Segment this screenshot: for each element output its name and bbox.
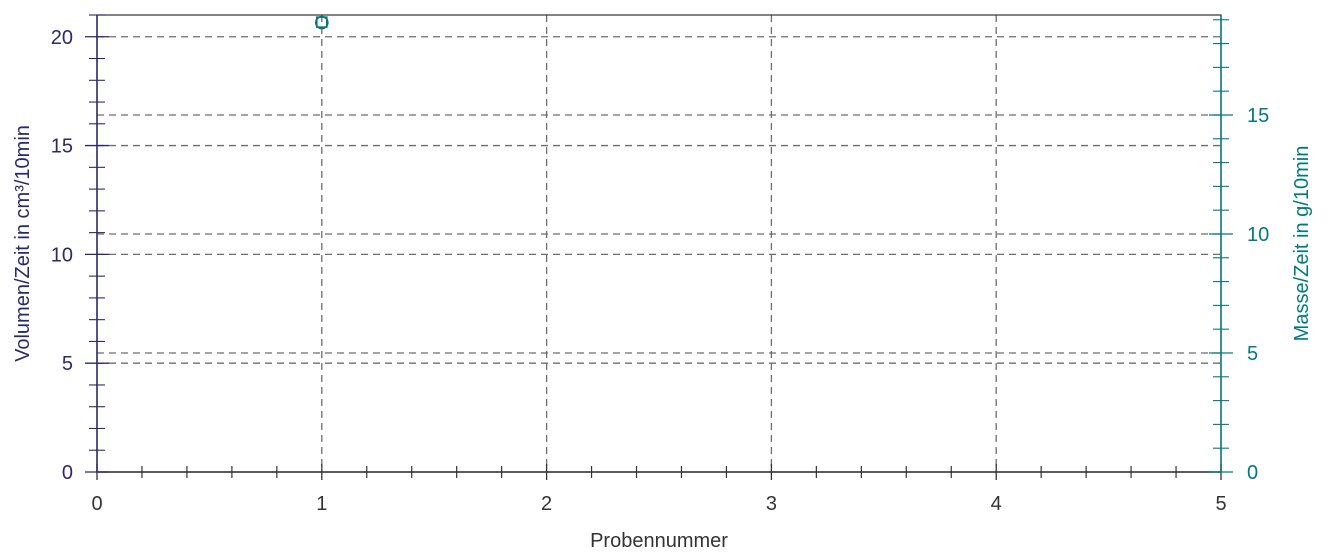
left-y-tick-label: 10 — [51, 244, 73, 266]
right-y-tick-label: 15 — [1247, 105, 1269, 127]
x-axis-title: Probennummer — [590, 530, 728, 552]
left-y-tick-label: 5 — [62, 353, 73, 375]
left-y-tick-label: 15 — [51, 136, 73, 158]
x-tick-label: 0 — [91, 493, 102, 515]
right-y-tick-label: 0 — [1247, 462, 1258, 484]
grid — [97, 15, 1221, 472]
data-point-square — [315, 16, 328, 28]
right-y-tick-label: 5 — [1247, 343, 1258, 365]
right-y-axis-title: Masse/Zeit in g/10min — [1291, 146, 1313, 342]
x-tick-label: 2 — [541, 493, 552, 515]
right-y-tick-label: 10 — [1247, 224, 1269, 246]
left-y-tick-label: 0 — [62, 462, 73, 484]
left-y-axis-title: Volumen/Zeit in cm³/10min — [12, 125, 34, 362]
data-points — [314, 15, 329, 30]
x-tick-label: 5 — [1215, 493, 1226, 515]
x-tick-label: 1 — [316, 493, 327, 515]
plot-frame — [96, 14, 1222, 473]
left-y-tick-label: 20 — [51, 27, 73, 49]
x-tick-label: 4 — [991, 493, 1002, 515]
x-tick-label: 3 — [766, 493, 777, 515]
